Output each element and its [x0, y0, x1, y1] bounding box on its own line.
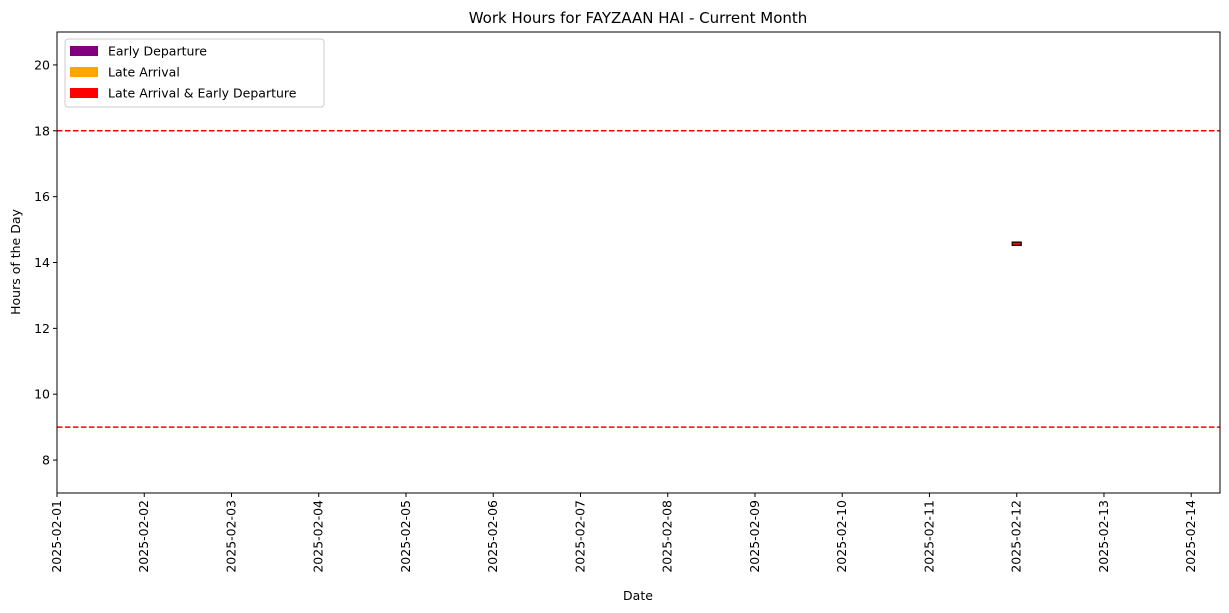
reference-lines	[57, 130, 1220, 428]
x-tick-label-5: 2025-02-06	[485, 500, 500, 573]
x-axis-title: Date	[623, 588, 653, 603]
x-tick-label-6: 2025-02-07	[572, 500, 587, 573]
x-tick-label-10: 2025-02-11	[921, 500, 936, 573]
y-tick-label-0: 8	[42, 453, 50, 468]
x-tick-label-13: 2025-02-14	[1183, 500, 1198, 573]
x-tick-label-4: 2025-02-05	[398, 500, 413, 573]
x-tick-label-8: 2025-02-09	[747, 500, 762, 573]
legend-box	[64, 38, 325, 108]
x-tick-label-2: 2025-02-03	[223, 500, 238, 573]
legend-swatch-0	[70, 46, 98, 56]
legend-swatch-2	[70, 88, 98, 98]
legend-label-2: Late Arrival & Early Departure	[108, 86, 297, 101]
y-tick-label-6: 20	[34, 57, 50, 72]
x-tick-label-0: 2025-02-01	[49, 500, 64, 573]
legend-label-0: Early Departure	[108, 44, 207, 59]
y-tick-label-4: 16	[34, 189, 50, 204]
x-tick-label-7: 2025-02-08	[660, 500, 675, 573]
y-tick-label-1: 10	[34, 387, 50, 402]
y-tick-label-2: 12	[34, 321, 50, 336]
legend: Early Departure Late Arrival Late Arrival …	[64, 38, 325, 108]
bars	[1011, 241, 1022, 246]
y-axis: 8 10 12 14 16 18 20	[34, 57, 57, 468]
x-tick-label-9: 2025-02-10	[834, 500, 849, 573]
y-tick-label-5: 18	[34, 123, 50, 138]
y-axis-title: Hours of the Day	[8, 209, 23, 315]
legend-swatch-1	[70, 67, 98, 77]
x-axis: 2025-02-01 2025-02-02 2025-02-03 2025-02-04…	[49, 493, 1198, 573]
legend-label-1: Late Arrival	[108, 65, 180, 80]
x-tick-label-12: 2025-02-13	[1096, 500, 1111, 573]
y-tick-label-3: 14	[34, 255, 50, 270]
x-tick-label-3: 2025-02-04	[311, 500, 326, 573]
chart-title: Work Hours for FAYZAAN HAI - Current Mon…	[469, 9, 808, 27]
x-tick-label-1: 2025-02-02	[136, 500, 151, 573]
x-tick-label-11: 2025-02-12	[1009, 500, 1024, 573]
bar-0	[1011, 241, 1022, 246]
